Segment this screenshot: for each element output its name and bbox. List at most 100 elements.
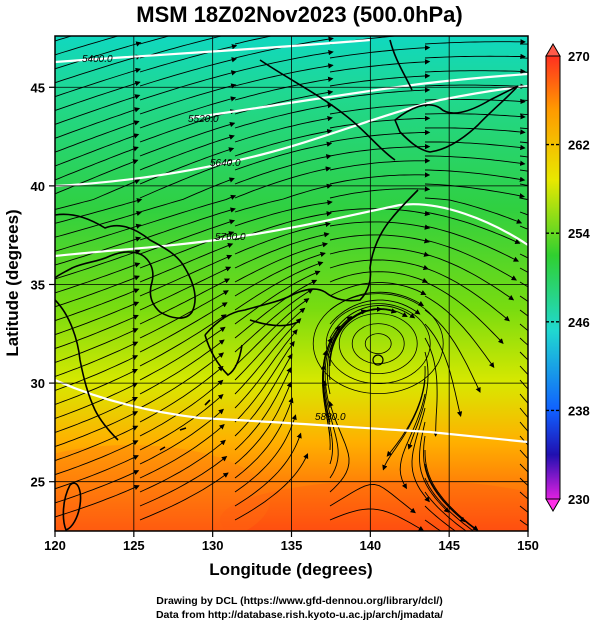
colorbar-tick-label: 262 [568, 138, 590, 153]
streamline [55, 179, 141, 210]
streamline [425, 141, 526, 151]
streamline [234, 242, 328, 283]
streamline [329, 221, 431, 230]
streamline [234, 183, 333, 213]
y-tick-label: 30 [31, 376, 45, 391]
streamline [55, 328, 139, 363]
streamline [55, 440, 139, 476]
streamline [55, 249, 141, 280]
streamline [55, 36, 73, 42]
streamline [55, 288, 140, 322]
streamline [329, 483, 416, 514]
coastline-honshu [204, 189, 419, 336]
streamline [55, 133, 140, 167]
coastline-korea [55, 213, 196, 319]
streamline [234, 318, 302, 395]
credit-data: Data from http://database.rish.kyoto-u.a… [155, 609, 444, 621]
streamline [139, 231, 235, 269]
streamline [329, 299, 421, 325]
streamline [399, 393, 426, 490]
streamline [424, 519, 442, 531]
streamline [55, 198, 143, 224]
streamline [234, 76, 334, 101]
grid [55, 36, 528, 531]
x-tick-label: 135 [281, 538, 303, 553]
x-tick-label: 125 [123, 538, 145, 553]
colorbar-top-triangle [545, 43, 561, 57]
streamline [419, 421, 450, 513]
streamline [424, 309, 481, 393]
x-axis: 120 125 130 135 140 145 150 [44, 531, 539, 553]
cyclone-streamline [338, 313, 418, 375]
colorbar-tick-label: 238 [568, 403, 590, 418]
streamline [234, 166, 332, 199]
streamline [139, 278, 230, 325]
streamline [328, 400, 350, 493]
contour-label: 5880.0 [315, 412, 346, 423]
streamline [55, 355, 139, 391]
streamline [55, 396, 139, 433]
streamline [234, 270, 321, 325]
streamline [139, 83, 237, 115]
streamline [55, 301, 140, 336]
streamline [55, 107, 141, 139]
streamline [55, 262, 141, 294]
colorbar-scale [545, 55, 561, 500]
streamline [234, 232, 330, 269]
streamline [329, 172, 431, 185]
streamline [55, 314, 139, 350]
streamline [322, 380, 339, 479]
streamline [55, 159, 139, 195]
streamline [329, 143, 431, 157]
streamline [329, 101, 431, 115]
streamline [55, 411, 139, 448]
streamline [55, 36, 120, 56]
cyclone-center [372, 354, 384, 366]
streamline [234, 381, 292, 465]
streamline [329, 282, 427, 297]
streamline [234, 251, 326, 297]
streamline [329, 129, 431, 143]
streamline [407, 351, 429, 450]
streamline [139, 219, 236, 255]
streamline [55, 455, 139, 490]
contour-label: 5760.0 [215, 232, 246, 243]
cyclone-streamline [325, 303, 431, 385]
streamline [139, 394, 224, 451]
cyclone-streamline [351, 323, 405, 365]
streamline [55, 41, 142, 70]
chart-title: MSM 18Z02Nov2023 (500.0hPa) [136, 2, 463, 27]
x-tick-label: 120 [44, 538, 66, 553]
streamline [519, 43, 528, 45]
coastline-taiwan [62, 482, 82, 531]
streamline [55, 368, 139, 405]
streamline [139, 96, 237, 129]
streamline [234, 199, 333, 227]
streamline [234, 307, 306, 381]
contour-line [55, 84, 528, 188]
x-tick-label: 150 [517, 538, 539, 553]
streamline [425, 155, 526, 166]
x-tick-label: 130 [202, 538, 224, 553]
wind-streamlines [55, 36, 528, 531]
colorbar-bottom-triangle [545, 498, 561, 512]
y-tick-label: 45 [31, 80, 45, 95]
coastline-primorye [259, 59, 396, 161]
streamline [139, 266, 232, 311]
contour-label: 5520.0 [188, 114, 219, 125]
streamline [329, 271, 428, 283]
streamline [139, 379, 224, 437]
streamline [424, 53, 526, 60]
streamline [424, 323, 463, 417]
streamline [139, 243, 234, 283]
streamline [139, 121, 236, 157]
streamline [234, 141, 333, 171]
coastlines [55, 39, 519, 531]
streamline [139, 254, 233, 297]
streamline [329, 186, 431, 199]
x-tick-label: 140 [359, 538, 381, 553]
streamline [55, 341, 139, 377]
coastline-sakhalin [389, 39, 413, 91]
streamline [139, 109, 236, 143]
streamline [139, 207, 236, 241]
